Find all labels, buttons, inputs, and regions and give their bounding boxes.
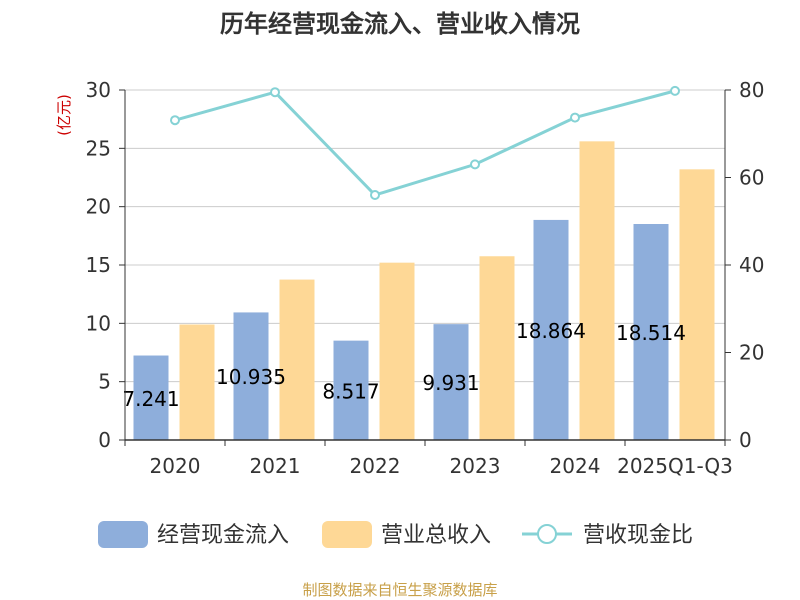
legend-swatch-cash-inflow bbox=[98, 521, 148, 548]
y-tick-label: 25 bbox=[86, 136, 111, 160]
data-labels: 7.241 10.935 8.517 9.931 18.864 18.514 bbox=[122, 319, 686, 411]
bar-value-label: 18.864 bbox=[516, 319, 586, 343]
bar-value-label: 18.514 bbox=[616, 321, 686, 345]
ratio-point bbox=[570, 112, 580, 123]
y-tick-label: 10 bbox=[86, 311, 111, 335]
y-tick-label: 15 bbox=[86, 253, 111, 277]
bar-value-label: 9.931 bbox=[422, 371, 479, 395]
ratio-line bbox=[174, 89, 676, 197]
ratio-point bbox=[170, 115, 180, 126]
ratio-point bbox=[270, 87, 280, 98]
bar-revenue bbox=[579, 141, 615, 441]
legend-label-revenue: 营业总收入 bbox=[381, 523, 491, 548]
legend-marker-ratio bbox=[537, 524, 557, 544]
y-tick-label: 30 bbox=[86, 78, 111, 102]
bar-value-label: 8.517 bbox=[322, 379, 379, 403]
x-tick-label: 2022 bbox=[350, 454, 401, 478]
chart-title: 历年经营现金流入、营业收入情况 bbox=[220, 10, 580, 38]
bar-revenue bbox=[479, 256, 515, 440]
bar-cash-inflow bbox=[433, 324, 469, 440]
legend-label-ratio: 营收现金比 bbox=[583, 523, 693, 548]
bar-value-label: 7.241 bbox=[122, 387, 179, 411]
legend-item-ratio: 营收现金比 bbox=[522, 523, 693, 548]
ratio-point bbox=[370, 190, 380, 200]
y-tick-label: 0 bbox=[98, 428, 111, 452]
ratio-line-series bbox=[170, 85, 680, 200]
bar-cash-inflow bbox=[133, 355, 169, 440]
x-tick-label: 2021 bbox=[250, 454, 301, 478]
x-tick-label: 2024 bbox=[550, 454, 601, 478]
y2-tick-label: 20 bbox=[739, 341, 764, 365]
y-axis-label: (亿元) bbox=[55, 94, 73, 136]
legend-item-revenue: 营业总收入 bbox=[322, 521, 491, 548]
y2-tick-label: 0 bbox=[739, 428, 752, 452]
bar-cash-inflow bbox=[233, 312, 269, 440]
axes: 0 5 10 15 20 25 30 0 20 40 60 80 2020 2021 2022 2023 202… bbox=[86, 78, 765, 478]
y-tick-label: 20 bbox=[86, 195, 111, 219]
ratio-point bbox=[670, 85, 680, 96]
ratio-point bbox=[470, 159, 480, 170]
y2-tick-label: 40 bbox=[739, 253, 764, 277]
bar-revenue bbox=[379, 262, 415, 440]
x-tick-label: 2023 bbox=[450, 454, 501, 478]
bars bbox=[133, 141, 715, 441]
source-text: 制图数据来自恒生聚源数据库 bbox=[302, 581, 497, 599]
bar-cash-inflow bbox=[633, 224, 669, 440]
y2-tick-label: 60 bbox=[739, 166, 764, 190]
x-tick-label: 2025Q1-Q3 bbox=[617, 454, 733, 478]
bar-value-label: 10.935 bbox=[216, 365, 286, 389]
x-tick-label: 2020 bbox=[150, 454, 201, 478]
bar-cash-inflow bbox=[333, 340, 369, 440]
bar-revenue bbox=[679, 169, 715, 441]
grid-lines bbox=[125, 89, 725, 383]
y-tick-label: 5 bbox=[98, 370, 111, 394]
legend-swatch-revenue bbox=[322, 521, 372, 548]
legend-item-cash-inflow: 经营现金流入 bbox=[98, 521, 289, 548]
bar-revenue bbox=[179, 324, 215, 440]
legend: 经营现金流入 营业总收入 营收现金比 bbox=[98, 521, 693, 548]
y2-tick-label: 80 bbox=[739, 78, 764, 102]
bar-cash-inflow bbox=[533, 219, 569, 440]
legend-label-cash-inflow: 经营现金流入 bbox=[157, 523, 289, 548]
bar-revenue bbox=[279, 279, 315, 440]
